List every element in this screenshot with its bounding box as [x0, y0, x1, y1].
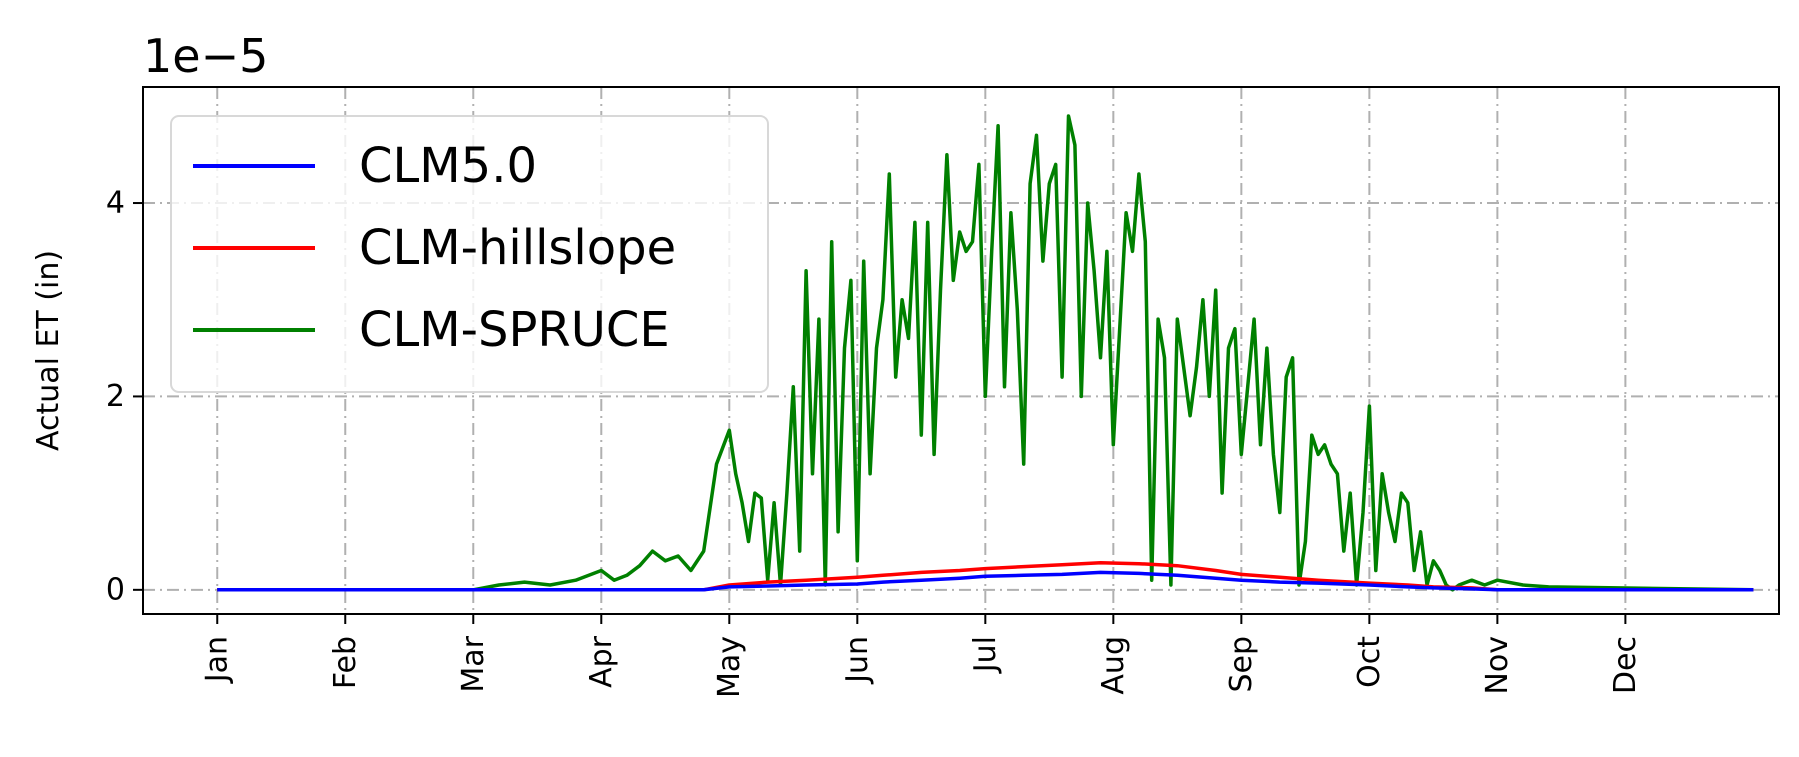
x-tick-label: Oct [1352, 636, 1387, 688]
x-tick-label: May [712, 636, 747, 698]
x-tick-label: Jun [840, 636, 875, 685]
axis-ticks: Jan Feb Mar Apr May Jun Jul Aug Sep Oct Nov Dec 0 2 4 [106, 186, 1643, 698]
series-lines [217, 114, 1754, 592]
y-tick-label: 2 [106, 379, 125, 414]
series-line-clm5-0 [217, 570, 1754, 592]
x-tick-label: Jul [968, 636, 1003, 674]
legend-label: CLM-SPRUCE [359, 302, 670, 358]
y-tick-label: 4 [106, 186, 125, 221]
legend-label: CLM-hillslope [359, 220, 676, 276]
x-tick-label: Dec [1608, 636, 1643, 694]
legend-label: CLM5.0 [359, 138, 537, 194]
x-tick-label: Feb [328, 636, 363, 689]
axis-offset-label: 1e−5 [143, 29, 268, 83]
x-tick-label: Mar [456, 635, 491, 692]
x-tick-label: Nov [1480, 636, 1515, 695]
x-tick-label: Sep [1224, 636, 1259, 693]
legend-box [170, 115, 769, 393]
series-line-clm-spruce [217, 114, 1754, 592]
plot-frame [142, 86, 1780, 615]
x-tick-label: Jan [200, 636, 235, 684]
y-tick-label: 0 [106, 572, 125, 607]
y-axis-label: Actual ET (in) [31, 250, 66, 451]
x-tick-label: Aug [1096, 636, 1131, 695]
series-line-clm-hillslope [217, 561, 1754, 592]
x-tick-label: Apr [584, 635, 619, 688]
legend: CLM5.0 CLM-hillslope CLM-SPRUCE [170, 115, 769, 393]
